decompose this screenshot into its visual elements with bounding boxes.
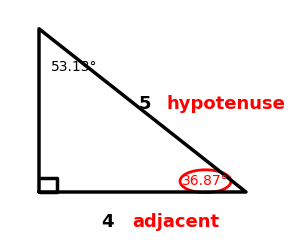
Text: 5: 5 xyxy=(139,96,152,114)
Text: 53.13°: 53.13° xyxy=(51,60,98,74)
Text: 4: 4 xyxy=(101,213,114,231)
Text: hypotenuse: hypotenuse xyxy=(167,96,285,114)
Text: 36.87°: 36.87° xyxy=(182,174,229,188)
Text: adjacent: adjacent xyxy=(132,213,219,231)
